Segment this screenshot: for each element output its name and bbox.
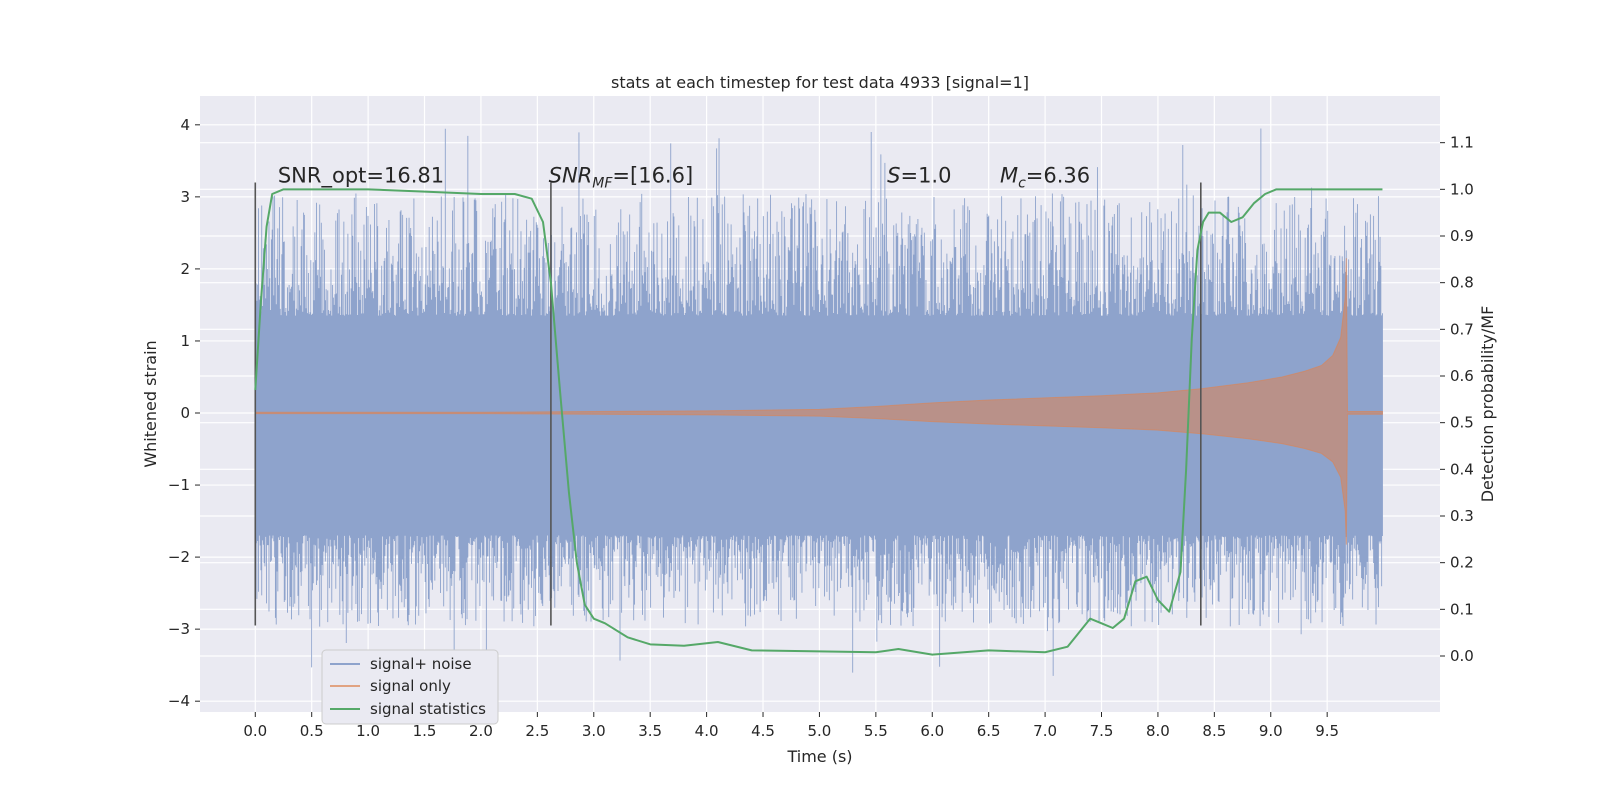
y2-tick-label: 0.3	[1450, 507, 1474, 525]
annotation: S=1.0	[887, 163, 951, 187]
x-tick-label: 9.5	[1315, 722, 1339, 740]
x-tick-label: 4.5	[751, 722, 775, 740]
x-tick-label: 8.5	[1202, 722, 1226, 740]
x-tick-label: 1.0	[356, 722, 380, 740]
y-tick-label: 3	[180, 188, 190, 206]
x-axis-ticks: 0.0 0.5 1.0 1.5 2.0 2.5 3.0 3.5 4.0 4.5 5.0 5.5 6.0 6…	[243, 712, 1339, 740]
x-axis-label: Time (s)	[786, 747, 852, 766]
y2-tick-label: 0.5	[1450, 414, 1474, 432]
statistics-series	[254, 188, 1383, 656]
x-tick-label: 6.0	[920, 722, 944, 740]
x-tick-label: 1.5	[413, 722, 437, 740]
annotation: SNRMF=[16.6]	[549, 163, 694, 191]
y2-tick-label: 1.1	[1450, 134, 1474, 152]
annotation: Mc=6.36	[1000, 163, 1090, 191]
x-tick-label: 2.5	[525, 722, 549, 740]
x-tick-label: 7.0	[1033, 722, 1057, 740]
x-tick-label: 0.5	[300, 722, 324, 740]
y-tick-label: 0	[180, 404, 190, 422]
x-tick-label: 5.0	[808, 722, 832, 740]
signal-series	[254, 258, 1383, 545]
y-tick-label: 4	[180, 116, 190, 134]
y-tick-label: 1	[180, 332, 190, 350]
y2-tick-label: 0.2	[1450, 554, 1474, 572]
x-tick-label: 0.0	[243, 722, 267, 740]
legend: signal+ noise signal only signal statist…	[321, 649, 499, 725]
x-tick-label: 3.0	[582, 722, 606, 740]
x-tick-label: 9.0	[1259, 722, 1283, 740]
chart-title: stats at each timestep for test data 493…	[611, 73, 1029, 92]
y2-tick-label: 0.4	[1450, 460, 1474, 478]
y2-tick-label: 0.8	[1450, 274, 1474, 292]
y-tick-label: −2	[168, 548, 190, 566]
legend-label-noise: signal+ noise	[370, 655, 472, 673]
x-tick-label: 6.5	[977, 722, 1001, 740]
y-tick-label: −3	[168, 620, 190, 638]
y-tick-label: 2	[180, 260, 190, 278]
x-tick-label: 8.0	[1146, 722, 1170, 740]
legend-label-stats: signal statistics	[370, 700, 486, 718]
y2-axis-label: Detection probability/MF	[1478, 306, 1497, 503]
signal-envelope	[254, 258, 1383, 545]
x-tick-label: 5.5	[864, 722, 888, 740]
x-tick-label: 2.0	[469, 722, 493, 740]
y-axis-ticks: −4 −3 −2 −1 0 1 2 3 4	[168, 116, 200, 710]
y2-tick-label: 0.6	[1450, 367, 1474, 385]
annotation: SNR_opt=16.81	[278, 163, 444, 188]
statistics-line	[254, 188, 1383, 656]
legend-label-signal: signal only	[370, 677, 451, 695]
y2-tick-label: 1.0	[1450, 180, 1474, 198]
y2-tick-label: 0.1	[1450, 600, 1474, 618]
y-axis-label: Whitened strain	[141, 340, 160, 467]
y-tick-label: −4	[168, 692, 190, 710]
y2-tick-label: 0.7	[1450, 320, 1474, 338]
y-tick-label: −1	[168, 476, 190, 494]
y2-axis-ticks: 0.0 0.1 0.2 0.3 0.4 0.5 0.6 0.7 0.8 0.9 1.0 1.1	[1440, 134, 1474, 665]
y2-tick-label: 0.0	[1450, 647, 1474, 665]
legend-box	[321, 649, 499, 725]
annotations: SNR_opt=16.81 SNRMF=[16.6] S=1.0 Mc=6.36	[278, 163, 1090, 191]
x-tick-label: 3.5	[638, 722, 662, 740]
x-tick-label: 4.0	[695, 722, 719, 740]
y2-tick-label: 0.9	[1450, 227, 1474, 245]
vertical-markers	[254, 182, 1202, 626]
x-tick-label: 7.5	[1090, 722, 1114, 740]
